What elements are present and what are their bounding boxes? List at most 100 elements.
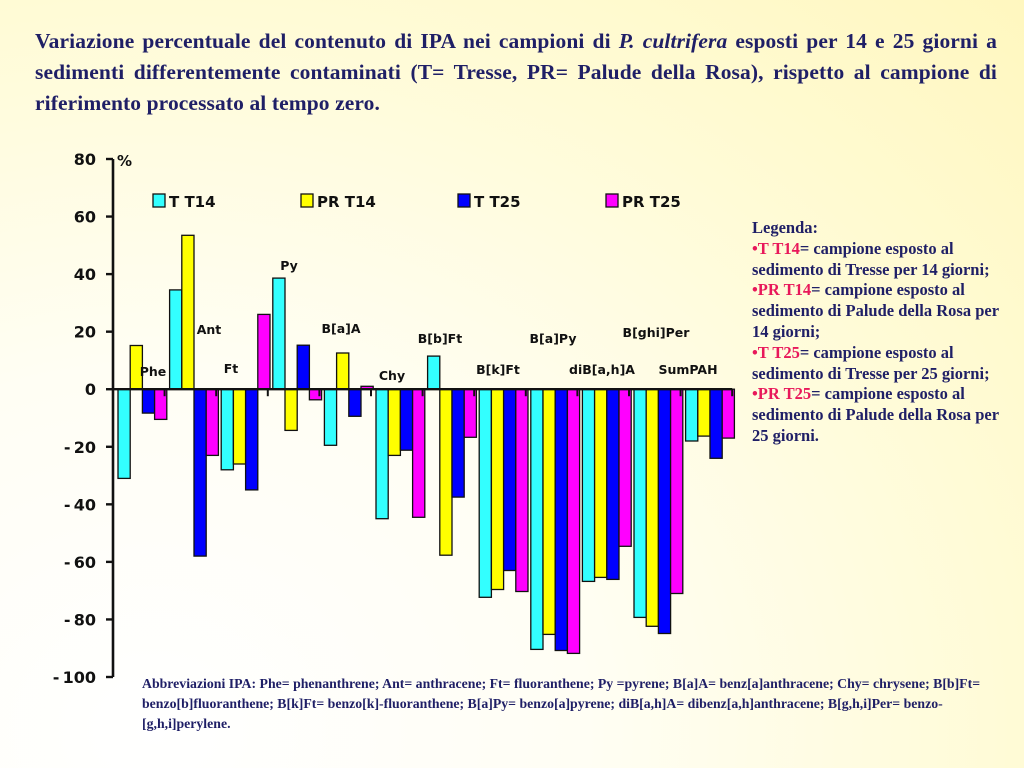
bar-pr-t14-dibaha	[593, 388, 608, 579]
legend-bullet: •	[752, 238, 758, 258]
bar-pr-t14-ant	[181, 234, 195, 390]
bar-pr-t14-sumpah	[697, 388, 711, 437]
y-axis: 80 60 40 20 0 - 20 - 40 - 60 - 80 - 100	[53, 150, 115, 687]
bar-t-t25-sumpah	[709, 388, 723, 459]
category-label: Phe	[140, 364, 167, 379]
legend-bullet: •	[752, 342, 758, 362]
bar-t-t25-bghiper	[657, 388, 672, 635]
legend-swatch	[152, 193, 166, 208]
y-axis-label: %	[117, 152, 132, 170]
y-tick-label: - 100	[53, 668, 96, 687]
category-labels: Phe Ant Ft Py B[a]A Chy B[b]Ft B[k]Ft B[a]Py diB[…	[140, 258, 718, 383]
legend-swatch	[457, 193, 471, 208]
bar-pr-t25-bkft	[515, 388, 529, 593]
bars-layer	[117, 234, 736, 655]
y-tick-label: 40	[74, 265, 96, 284]
category-label: B[a]A	[321, 321, 360, 336]
legend-desc: = campione esposto al sedimento di Tress…	[752, 238, 990, 279]
legend-item-t-t14: •T T14= campione esposto al sedimento di…	[752, 239, 1012, 281]
bar-t-t14-bbft	[426, 355, 441, 390]
category-label: B[b]Ft	[418, 331, 462, 346]
legend-key: T T14	[757, 238, 800, 258]
page-title: Variazione percentuale del contenuto di …	[35, 26, 997, 119]
title-text-2: esposti per 14 e 25 giorni a sedimenti d…	[35, 29, 997, 115]
bar-pr-t14-baa	[335, 352, 350, 390]
category-label: SumPAH	[658, 362, 717, 377]
legend-explanation: Legenda: •T T14= campione esposto al sed…	[752, 218, 1012, 447]
bar-t-t14-phe	[117, 388, 131, 480]
category-label: Ant	[197, 322, 222, 337]
bar-pr-t14-bkft	[490, 388, 505, 591]
legend-label: T T14	[169, 193, 216, 211]
legend-label: PR T25	[622, 193, 681, 211]
bar-pr-t14-py	[284, 388, 298, 432]
chart-legend: T T14 PR T14 T T25 PR T25	[152, 193, 681, 211]
legend-bullet: •	[752, 384, 758, 404]
legend-label: PR T14	[317, 193, 376, 211]
title-species: P. cultrifera	[618, 29, 728, 53]
bar-t-t14-bghiper	[633, 388, 647, 619]
abbreviations-note: Abbreviazioni IPA: Phe= phenanthrene; An…	[142, 676, 981, 731]
legend-swatch	[605, 193, 619, 208]
y-tick-label: 0	[85, 380, 96, 399]
y-tick-label: - 20	[64, 438, 96, 457]
x-axis	[113, 388, 734, 397]
bar-pr-t14-chy	[387, 388, 402, 457]
bar-t-t25-bbft	[451, 388, 465, 498]
legend-key: PR T14	[757, 280, 812, 300]
legend-item-pr-t25: •PR T25= campione esposto al sedimento d…	[752, 384, 1012, 446]
bar-t-t14-chy	[375, 388, 389, 520]
legend-desc: = campione esposto al sedimento di Palud…	[752, 384, 999, 445]
legend-label: T T25	[474, 193, 521, 211]
bar-t-t14-dibaha	[581, 388, 596, 583]
bar-t-t25-py	[296, 344, 311, 390]
bar-pr-t25-dibaha	[618, 388, 632, 547]
y-tick-label: - 60	[64, 553, 96, 572]
legend-key: PR T25	[757, 384, 812, 404]
bar-t-t25-dibaha	[606, 388, 620, 581]
y-tick-label: 80	[74, 150, 96, 169]
legend-key: T T25	[757, 342, 800, 362]
bar-pr-t25-ant	[205, 388, 220, 457]
category-label: Ft	[224, 361, 239, 376]
bar-t-t14-py	[272, 277, 286, 390]
category-label: Py	[280, 258, 298, 273]
category-label: B[k]Ft	[476, 362, 520, 377]
bar-t-t14-baa	[323, 388, 338, 446]
bar-t-t14-sumpah	[684, 388, 699, 442]
bar-t-t25-ft	[244, 388, 259, 491]
bar-pr-t14-bbft	[439, 388, 453, 556]
bar-pr-t14-ft	[232, 388, 247, 465]
title-text-1: Variazione percentuale del contenuto di …	[35, 29, 619, 53]
bar-t-t25-bkft	[502, 388, 517, 572]
category-label: B[a]Py	[530, 331, 577, 346]
category-label: Chy	[379, 368, 405, 383]
bar-pr-t25-bghiper	[669, 388, 684, 595]
category-label: diB[a,h]A	[569, 362, 635, 377]
legend-desc: = campione esposto al sedimento di Tress…	[752, 342, 990, 383]
bar-pr-t25-ft	[257, 313, 271, 390]
legend-bullet: •	[752, 280, 758, 300]
y-tick-label: - 40	[64, 495, 96, 514]
bar-t-t25-chy	[399, 388, 414, 451]
legend-desc: = campione esposto al sedimento di Palud…	[752, 280, 999, 341]
bar-t-t25-phe	[141, 388, 156, 414]
bar-t-t25-bapy	[554, 388, 569, 652]
bar-pr-t25-bbft	[463, 388, 478, 438]
bar-t-t14-bkft	[478, 388, 493, 598]
bar-pr-t14-bghiper	[645, 388, 660, 627]
bar-t-t14-ft	[220, 388, 235, 471]
bar-pr-t25-sumpah	[721, 388, 736, 439]
bar-t-t14-bapy	[530, 388, 544, 651]
bar-t-t14-ant	[168, 289, 183, 390]
bar-pr-t14-bapy	[542, 388, 556, 636]
category-label: B[ghi]Per	[623, 325, 691, 340]
bar-t-t25-baa	[348, 388, 362, 417]
y-tick-label: 60	[74, 208, 96, 227]
bar-pr-t25-chy	[411, 388, 426, 518]
legend-item-pr-t14: •PR T14= campione esposto al sedimento d…	[752, 280, 1012, 342]
bar-pr-t25-bapy	[566, 388, 581, 655]
bar-t-t25-ant	[193, 388, 207, 557]
legend-swatch	[300, 193, 314, 208]
